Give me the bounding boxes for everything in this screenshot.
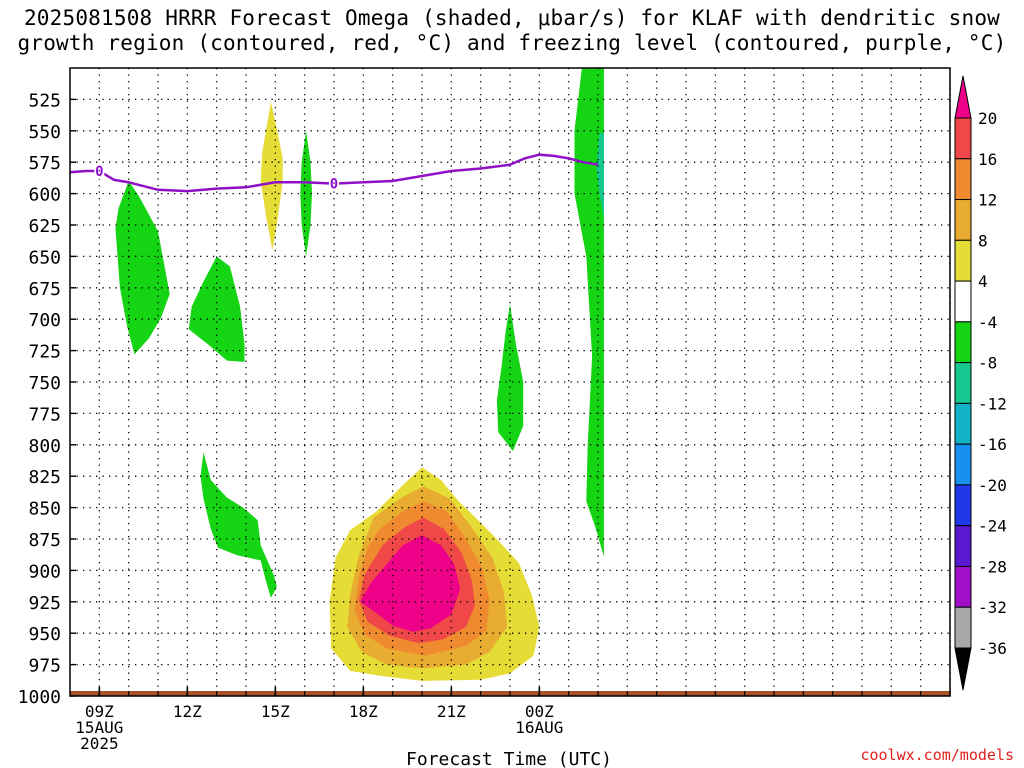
colorbar-label-1: 16	[978, 150, 997, 169]
freezing-level-layer: 00	[69, 153, 599, 193]
y-tick-label-550: 550	[28, 122, 61, 143]
y-tick-label-800: 800	[28, 436, 61, 457]
colorbar-bin-10	[954, 484, 972, 527]
y-tick-label-700: 700	[28, 310, 61, 331]
colorbar-bin-1	[954, 117, 972, 160]
y-tick-label-625: 625	[28, 216, 61, 237]
x-tick-label-12-0: 12Z	[173, 702, 202, 721]
shaded-region-9	[300, 130, 312, 257]
shaded-region-11	[574, 68, 604, 557]
x-tick-label-24-1: 16AUG	[515, 718, 563, 737]
y-tick-label-850: 850	[28, 499, 61, 520]
colorbar-bin-8	[954, 402, 972, 445]
shaded-region-5	[115, 181, 170, 355]
gridlines	[70, 68, 951, 696]
freezing-level-label-bg-0	[94, 162, 105, 179]
colorbar-label-12: -32	[978, 598, 1007, 617]
shaded-region-4	[360, 535, 461, 632]
colorbar-label-9: -20	[978, 476, 1007, 495]
x-tick-label-9-0: 09Z	[85, 702, 114, 721]
y-tick-label-750: 750	[28, 373, 61, 394]
colorbar-bin-12	[954, 565, 972, 608]
colorbar-bin-top	[954, 75, 972, 119]
colorbar-bin-4	[954, 239, 972, 282]
y-tick-label-1000: 1000	[18, 687, 61, 708]
colorbar-label-10: -24	[978, 517, 1007, 536]
freezing-level-label-bg-1	[329, 175, 339, 192]
colorbar-label-4: 4	[978, 272, 988, 291]
y-tick-label-575: 575	[28, 153, 61, 174]
y-tick-label-725: 725	[28, 342, 61, 363]
y-tick-label-900: 900	[28, 561, 61, 582]
freezing-level-label-1: 0	[330, 177, 338, 193]
y-tick-label-825: 825	[28, 467, 61, 488]
colorbar-label-6: -8	[978, 354, 997, 373]
shaded-region-10	[496, 304, 524, 452]
colorbar-bin-6	[954, 321, 972, 364]
colorbar-bin-9	[954, 443, 972, 486]
shaded-omega-layer	[115, 68, 604, 681]
credit-link[interactable]: coolwx.com/models	[860, 746, 1014, 764]
shaded-region-8	[260, 101, 283, 251]
x-axis-label: Forecast Time (UTC)	[406, 749, 612, 768]
y-tick-label-775: 775	[28, 404, 61, 425]
chart-title: 2025081508 HRRR Forecast Omega (shaded, …	[0, 6, 1024, 56]
y-tick-label-675: 675	[28, 279, 61, 300]
colorbar-bin-11	[954, 525, 972, 567]
shaded-region-7	[200, 452, 277, 598]
title-line-2: growth region (contoured, red, °C) and f…	[17, 31, 1007, 55]
y-tick-label-525: 525	[28, 90, 61, 111]
y-tick-label-950: 950	[28, 624, 61, 645]
y-tick-label-925: 925	[28, 593, 61, 614]
x-tick-label-24-0: 00Z	[525, 702, 554, 721]
x-tick-label-9-1: 15AUG	[75, 718, 123, 737]
x-tick-label-9-2: 2025	[80, 734, 119, 753]
shaded-region-12	[596, 133, 604, 219]
colorbar-bin-bottom	[954, 647, 972, 691]
colorbar-label-2: 12	[978, 191, 997, 210]
colorbar-bin-7	[954, 362, 972, 404]
colorbar-label-7: -12	[978, 394, 1007, 413]
x-tick-label-18-0: 18Z	[349, 702, 378, 721]
colorbar-label-3: 8	[978, 231, 988, 250]
colorbar-bin-5	[954, 280, 972, 323]
colorbar-bin-3	[954, 199, 972, 241]
colorbar-label-8: -16	[978, 435, 1007, 454]
colorbar-label-5: -4	[978, 313, 997, 332]
colorbar-label-11: -28	[978, 557, 1007, 576]
x-tick-label-15-0: 15Z	[261, 702, 290, 721]
colorbar: 20 16 12 8 4 -4 -8 -12 -16 -20 -24 -28 -32 -36	[954, 75, 1007, 691]
freezing-level-label-0: 0	[95, 164, 103, 180]
colorbar-label-0: 20	[978, 109, 997, 128]
y-tick-label-600: 600	[28, 185, 61, 206]
y-tick-label-875: 875	[28, 530, 61, 551]
x-tick-label-21-0: 21Z	[437, 702, 466, 721]
title-line-1: 2025081508 HRRR Forecast Omega (shaded, …	[23, 6, 1001, 30]
colorbar-bin-2	[954, 158, 972, 201]
y-axis: 525 550 575 600 625 650 675 700 725 750 775 800 825 8…	[18, 90, 76, 708]
colorbar-label-13: -36	[978, 639, 1007, 658]
colorbar-bin-13	[954, 606, 972, 649]
y-tick-label-650: 650	[28, 247, 61, 268]
y-tick-label-975: 975	[28, 656, 61, 677]
